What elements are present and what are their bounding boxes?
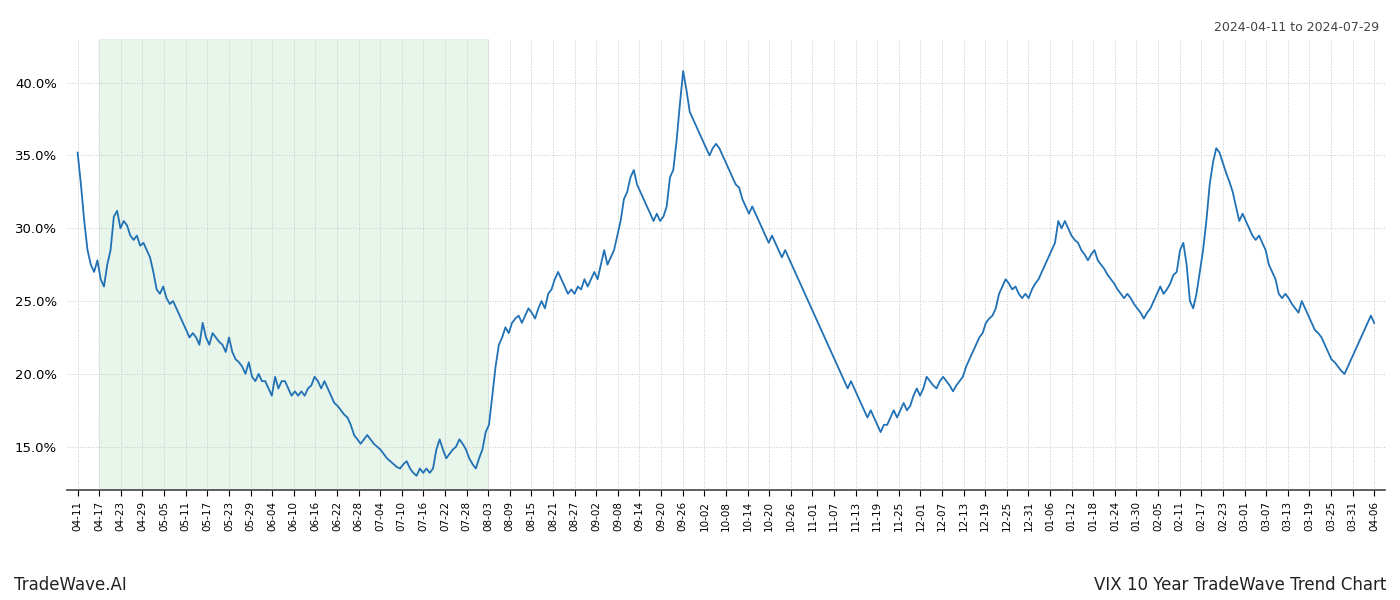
Bar [99, 39, 489, 490]
Text: 2024-04-11 to 2024-07-29: 2024-04-11 to 2024-07-29 [1214, 21, 1379, 34]
Text: TradeWave.AI: TradeWave.AI [14, 576, 127, 594]
Text: VIX 10 Year TradeWave Trend Chart: VIX 10 Year TradeWave Trend Chart [1093, 576, 1386, 594]
